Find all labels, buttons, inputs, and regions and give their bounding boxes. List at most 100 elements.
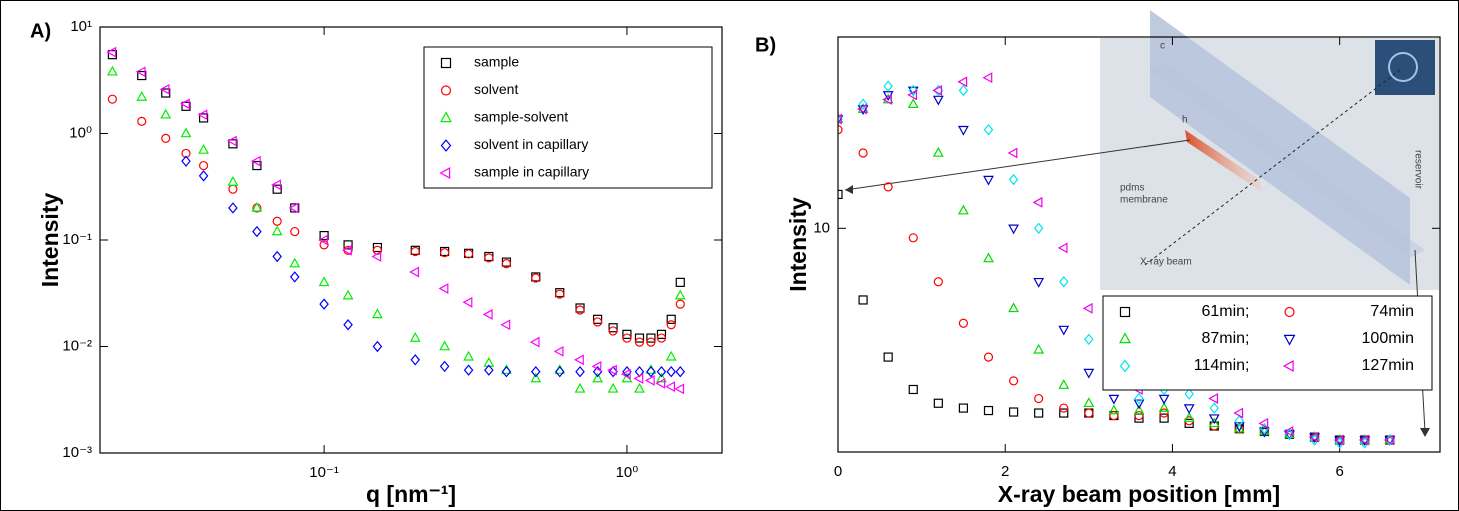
marker xyxy=(482,309,493,320)
marker xyxy=(675,299,685,309)
y-tick-label: 10⁻³ xyxy=(62,444,92,461)
marker xyxy=(106,65,118,76)
marker xyxy=(1208,393,1219,404)
marker xyxy=(1008,224,1019,235)
marker xyxy=(958,403,969,413)
annotation: pdms xyxy=(1120,183,1144,194)
y-tick-label: 10⁰ xyxy=(69,124,92,141)
marker xyxy=(665,350,677,361)
marker xyxy=(957,76,968,88)
marker xyxy=(553,345,564,357)
marker xyxy=(882,94,892,105)
marker xyxy=(1008,173,1019,186)
marker xyxy=(438,283,449,294)
marker xyxy=(319,230,329,241)
marker xyxy=(1034,393,1044,404)
marker xyxy=(228,202,238,214)
marker xyxy=(933,398,943,408)
marker xyxy=(1059,408,1069,418)
marker xyxy=(198,160,209,171)
marker xyxy=(983,352,994,362)
marker xyxy=(180,127,192,138)
marker xyxy=(932,85,943,96)
marker xyxy=(858,148,868,158)
marker xyxy=(161,88,171,98)
marker xyxy=(574,382,586,393)
marker xyxy=(463,350,475,361)
marker xyxy=(933,277,943,287)
marker xyxy=(529,336,540,348)
marker xyxy=(463,364,474,376)
marker xyxy=(1133,399,1145,410)
marker xyxy=(608,326,618,336)
marker xyxy=(573,354,584,366)
marker xyxy=(501,365,512,378)
marker xyxy=(983,175,994,186)
legend-marker xyxy=(1119,332,1131,344)
marker xyxy=(1008,407,1019,417)
marker xyxy=(288,202,299,214)
marker xyxy=(1259,427,1270,438)
plot-frame xyxy=(99,26,723,454)
marker xyxy=(1083,397,1095,408)
marker xyxy=(289,257,301,268)
marker xyxy=(674,289,686,300)
marker xyxy=(666,320,676,330)
marker xyxy=(656,372,667,383)
marker xyxy=(1134,392,1144,405)
marker xyxy=(983,405,994,416)
marker xyxy=(620,368,631,380)
marker xyxy=(1308,431,1319,443)
marker xyxy=(271,225,283,236)
annotation: reservoir xyxy=(1412,150,1423,190)
marker xyxy=(1008,302,1019,313)
y-tick-label: 10 xyxy=(813,219,830,236)
marker xyxy=(137,70,147,81)
marker xyxy=(198,143,209,154)
marker xyxy=(633,373,644,384)
marker xyxy=(1208,417,1220,428)
marker xyxy=(622,329,632,339)
marker xyxy=(982,72,993,84)
marker xyxy=(908,233,918,243)
marker xyxy=(575,365,585,378)
marker xyxy=(1184,388,1194,400)
marker xyxy=(1108,404,1120,415)
marker xyxy=(666,314,676,324)
marker xyxy=(181,155,191,167)
marker xyxy=(838,113,842,125)
marker xyxy=(501,259,512,269)
marker xyxy=(1158,394,1170,405)
marker xyxy=(1084,333,1094,346)
marker xyxy=(343,319,353,331)
legend-label: solvent xyxy=(474,81,518,97)
marker xyxy=(908,384,918,395)
legend-label: 61min; xyxy=(1201,303,1249,320)
marker xyxy=(135,66,146,78)
marker xyxy=(1058,325,1070,336)
marker xyxy=(1108,394,1120,405)
marker xyxy=(907,98,919,109)
marker xyxy=(500,319,511,331)
marker xyxy=(622,333,632,343)
marker xyxy=(181,148,191,159)
marker xyxy=(983,123,994,136)
marker xyxy=(318,234,328,246)
data-layer xyxy=(106,46,686,395)
marker xyxy=(107,94,118,104)
marker xyxy=(634,333,645,343)
marker xyxy=(932,95,944,106)
marker xyxy=(907,89,918,101)
marker xyxy=(289,271,300,283)
legend-marker xyxy=(1283,334,1296,346)
marker xyxy=(674,383,685,395)
x-tick-label: 10⁻¹ xyxy=(309,464,339,481)
marker xyxy=(1333,434,1344,446)
marker xyxy=(371,251,382,262)
marker xyxy=(592,372,604,383)
legend-label: 74min xyxy=(1370,303,1414,320)
marker xyxy=(251,201,263,212)
marker xyxy=(137,116,147,126)
marker xyxy=(1109,410,1119,421)
